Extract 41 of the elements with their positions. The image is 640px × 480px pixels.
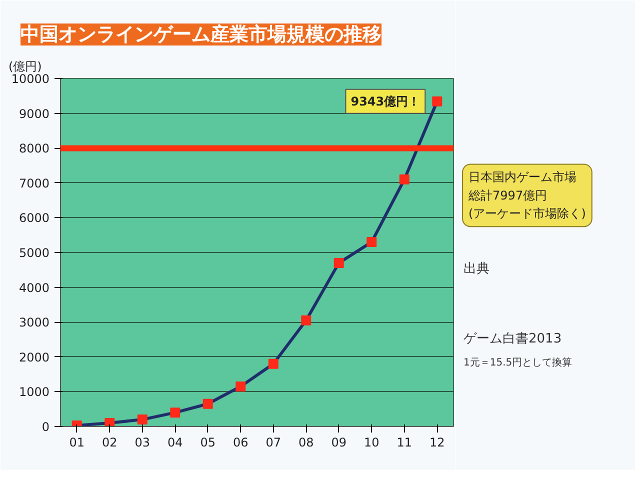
ref-line-label: 日本国内ゲーム市場総計7997億円(アーケード市場除く) bbox=[468, 170, 586, 221]
y-tick-label: 7000 bbox=[18, 176, 50, 190]
x-tick-label: 02 bbox=[102, 436, 118, 450]
y-tick-label: 9000 bbox=[18, 106, 50, 121]
point bbox=[170, 408, 180, 418]
point bbox=[432, 96, 442, 106]
point bbox=[137, 414, 148, 425]
x-tick-label: 07 bbox=[266, 436, 282, 450]
x-tick-label: 05 bbox=[200, 436, 216, 450]
x-tick-label: 04 bbox=[167, 436, 183, 450]
x-tick-label: 06 bbox=[232, 436, 248, 450]
point bbox=[268, 358, 278, 369]
text: ゲーム白書2013 bbox=[464, 332, 562, 346]
point bbox=[399, 174, 410, 184]
y-tick-label: 4000 bbox=[18, 280, 50, 295]
y-tick-label: 6000 bbox=[18, 211, 50, 226]
x-tick-label: 10 bbox=[364, 436, 380, 450]
x-tick-label: 09 bbox=[331, 436, 347, 450]
point bbox=[236, 381, 246, 392]
text: 1元＝15.5円として換算 bbox=[464, 356, 572, 368]
text: 出典 bbox=[464, 262, 490, 276]
y-tick-label: 8000 bbox=[18, 142, 50, 156]
point bbox=[104, 418, 115, 426]
point bbox=[334, 258, 344, 268]
point bbox=[366, 237, 377, 248]
y-tick-label: 0 bbox=[42, 420, 50, 434]
annotation: 9343億円！ bbox=[350, 94, 420, 108]
point bbox=[301, 315, 312, 326]
x-tick-label: 08 bbox=[298, 436, 314, 450]
y-tick-label: 10000 bbox=[11, 72, 50, 86]
x-tick-label: 01 bbox=[69, 436, 85, 450]
y-tick-label: 3000 bbox=[18, 316, 50, 330]
x-tick-label: 03 bbox=[134, 436, 150, 450]
x-tick-label: 12 bbox=[429, 436, 445, 450]
point bbox=[202, 398, 213, 409]
y-axis-title: (億円) bbox=[8, 60, 42, 74]
chart-title: 中国オンラインゲーム産業市場規模の推移 bbox=[20, 24, 382, 46]
y-tick-label: 2000 bbox=[18, 350, 50, 364]
y-tick-label: 1000 bbox=[18, 385, 50, 400]
x-tick-label: 11 bbox=[396, 436, 412, 450]
y-tick-label: 5000 bbox=[18, 246, 50, 260]
